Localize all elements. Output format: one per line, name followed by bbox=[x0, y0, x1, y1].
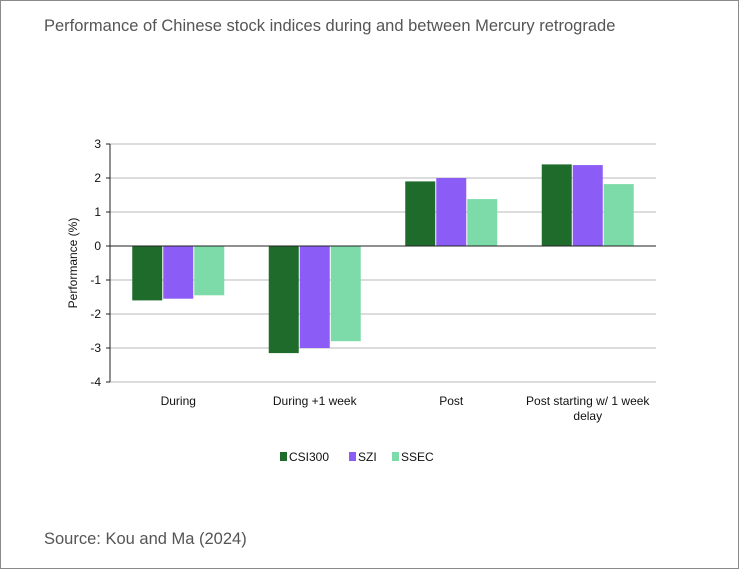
bar-ssec-1 bbox=[330, 246, 361, 342]
y-tick-label: -4 bbox=[90, 375, 101, 389]
y-tick-label: -2 bbox=[90, 307, 101, 321]
bar-szi-0 bbox=[163, 246, 194, 299]
legend-label-csi300: CSI300 bbox=[289, 450, 329, 464]
y-tick-label: 2 bbox=[94, 171, 101, 185]
x-category-label: During bbox=[161, 394, 196, 408]
legend-swatch-ssec bbox=[392, 452, 399, 461]
bar-szi-2 bbox=[436, 178, 467, 246]
bar-ssec-0 bbox=[194, 246, 225, 296]
legend-swatch-szi bbox=[349, 452, 356, 461]
bar-szi-1 bbox=[299, 246, 330, 348]
bar-ssec-2 bbox=[467, 199, 498, 246]
bar-csi300-0 bbox=[132, 246, 163, 301]
legend-label-ssec: SSEC bbox=[401, 450, 434, 464]
y-tick-label: -1 bbox=[90, 273, 101, 287]
x-category-label: During +1 week bbox=[273, 394, 358, 408]
bar-csi300-1 bbox=[268, 246, 299, 354]
bar-csi300-3 bbox=[541, 164, 572, 246]
legend-swatch-csi300 bbox=[280, 452, 287, 461]
y-tick-label: -3 bbox=[90, 341, 101, 355]
x-category-label: Post bbox=[439, 394, 464, 408]
x-category-label: Post starting w/ 1 week bbox=[526, 394, 650, 408]
bar-szi-3 bbox=[572, 165, 603, 246]
y-tick-label: 3 bbox=[94, 137, 101, 151]
x-category-label: delay bbox=[573, 409, 602, 423]
y-tick-label: 1 bbox=[94, 205, 101, 219]
y-tick-label: 0 bbox=[94, 239, 101, 253]
y-axis-title: Performance (%) bbox=[66, 218, 80, 309]
legend-label-szi: SZI bbox=[358, 450, 377, 464]
bar-ssec-3 bbox=[603, 184, 634, 246]
chart-title: Performance of Chinese stock indices dur… bbox=[44, 17, 616, 35]
bar-csi300-2 bbox=[405, 181, 436, 246]
source-note: Source: Kou and Ma (2024) bbox=[44, 530, 247, 548]
